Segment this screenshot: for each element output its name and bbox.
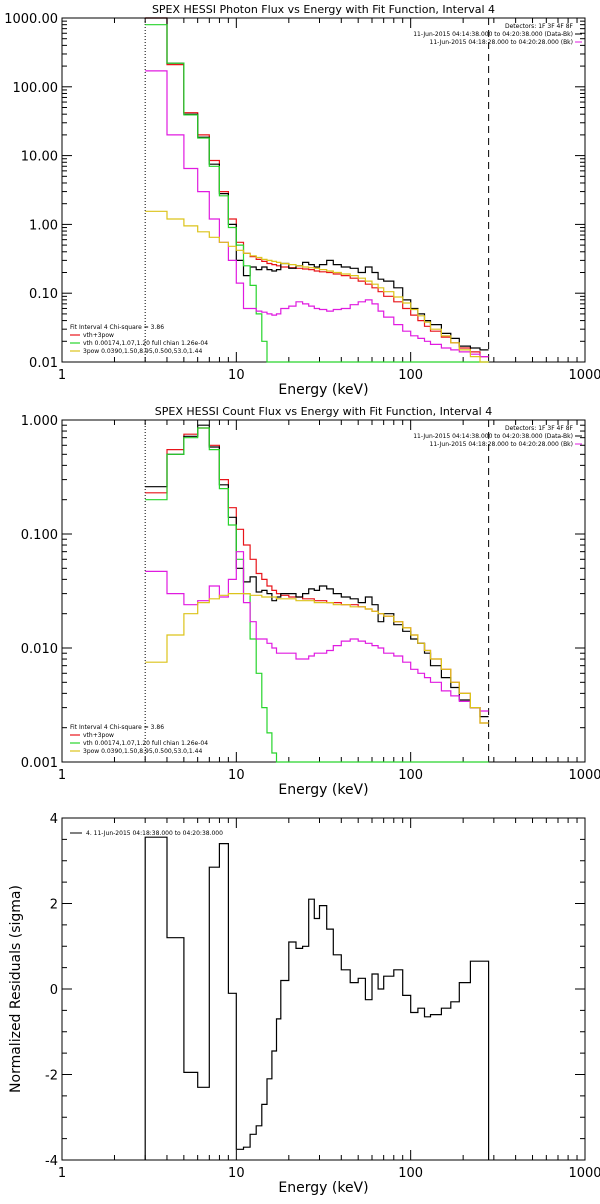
y-tick-label: 100.00 [13,81,59,96]
y-tick-label: 2 [50,898,58,913]
x-tick-label: 1000 [568,368,600,383]
series-bk [145,70,489,358]
x-tick-label: 1000 [568,768,600,783]
x-tick-label: 1 [58,768,66,783]
x-tick-label: 1000 [568,1166,600,1181]
legend-entry: 11-Jun-2015 04:14:38.000 to 04:20:38.000… [413,433,573,440]
y-tick-label: 10.00 [21,150,58,165]
y-axis-label: Normalized Residuals (sigma) [8,885,24,1093]
x-tick-label: 10 [228,768,245,783]
y-tick-label: 4 [50,812,58,827]
y-tick-label: 1.000 [21,414,58,429]
x-tick-label: 100 [398,1166,423,1181]
fit-legend-header: Fit Interval 4 Chi-square = 3.86 [70,324,164,331]
x-tick-label: 100 [398,768,423,783]
series-databk [145,17,489,351]
series-databk [145,424,489,718]
x-axis-label: Energy (keV) [278,1180,368,1196]
legend-entry: Detectors: 1F 3F 4F 8F [505,425,574,432]
fit-legend-entry: vth 0.00174,1.07,1.20 full chian 1.26e-0… [83,340,208,347]
legend-entry: 4. 11-Jun-2015 04:18:38.000 to 04:20:38.… [86,830,223,837]
series-residuals [144,836,490,1160]
series-vth [145,427,489,763]
legend-entry: Detectors: 1F 3F 4F 8F [505,23,574,30]
x-axis-label: Energy (keV) [278,382,368,398]
series-3pow [145,593,489,724]
fit-legend-entry: 3pow 0.0390,1.50,8.95,0.500,53.0,1.44 [83,748,202,755]
y-tick-label: 0 [50,983,58,998]
y-tick-label: -2 [45,1069,58,1084]
series-bk [145,551,489,712]
legend-entry: 11-Jun-2015 04:18:28.000 to 04:20:28.000… [430,39,573,46]
y-tick-label: 1000.00 [4,12,58,27]
x-tick-label: 1 [58,368,66,383]
y-tick-label: -4 [45,1154,58,1169]
plot-frame [61,419,586,763]
chart-title: SPEX HESSI Count Flux vs Energy with Fit… [155,405,492,418]
fit-legend-entry: vth+3pow [83,732,114,739]
y-tick-label: 1.00 [29,218,58,233]
legend-entry: 11-Jun-2015 04:14:38.000 to 04:20:38.000… [413,31,573,38]
x-tick-label: 10 [228,368,245,383]
fit-legend-header: Fit Interval 4 Chi-square = 3.86 [70,724,164,731]
series-vth+3pow [145,427,489,724]
fit-legend-entry: 3pow 0.0390,1.50,8.95,0.500,53.0,1.44 [83,348,202,355]
y-tick-label: 0.01 [29,356,58,371]
series-3pow [145,210,489,363]
y-tick-label: 0.10 [29,287,58,302]
plot-frame [61,817,586,1161]
y-tick-label: 0.001 [21,756,58,771]
y-tick-label: 0.100 [21,528,58,543]
x-tick-label: 10 [228,1166,245,1181]
legend-entry: 11-Jun-2015 04:18:28.000 to 04:20:28.000… [430,441,573,448]
series-vth [145,24,489,363]
fit-legend-entry: vth+3pow [83,332,114,339]
y-tick-label: 0.010 [21,642,58,657]
x-tick-label: 100 [398,368,423,383]
x-tick-label: 1 [58,1166,66,1181]
chart-title: SPEX HESSI Photon Flux vs Energy with Fi… [152,3,495,16]
x-axis-label: Energy (keV) [278,782,368,798]
plot-frame [61,17,586,363]
fit-legend-entry: vth 0.00174,1.07,1.20 full chian 1.26e-0… [83,740,208,747]
series-vth+3pow [145,17,489,358]
